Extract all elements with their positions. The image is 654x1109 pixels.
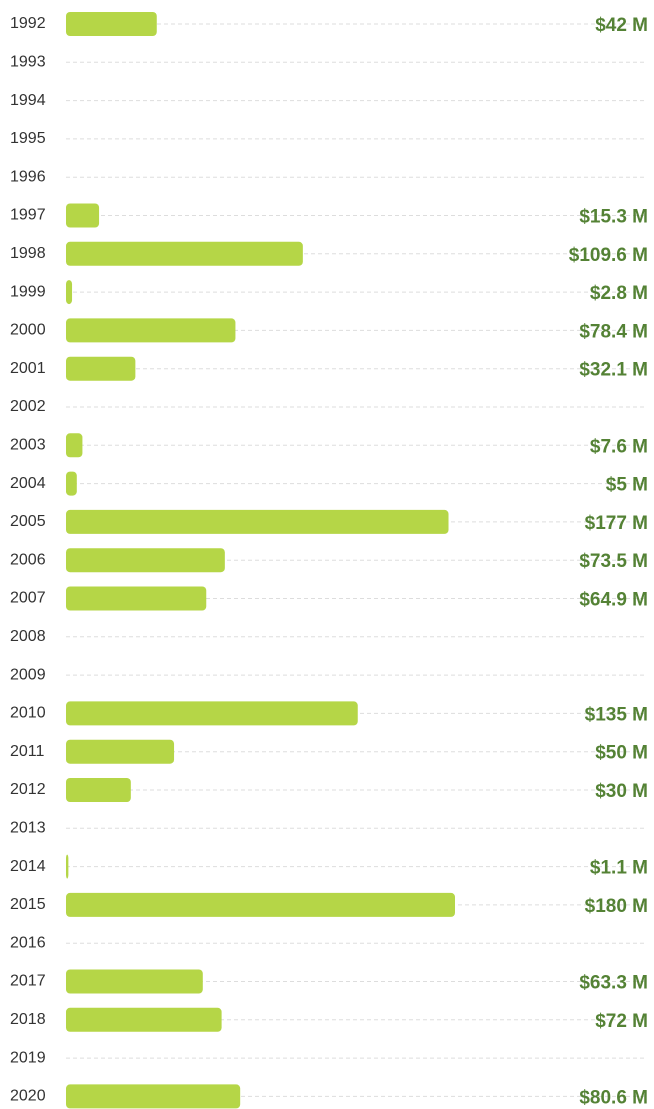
y-tick-label: 2006 [10,551,46,568]
bar [66,471,77,496]
bar [66,739,175,764]
bar [66,241,303,266]
y-tick-label: 2003 [10,437,46,454]
bar [66,701,358,726]
value-label: $32.1 M [579,360,648,381]
y-tick-label: 2002 [10,398,46,415]
bar [66,854,69,879]
bar [66,203,100,228]
y-tick-label: 1992 [10,15,46,32]
bar [66,892,455,917]
bar [66,509,449,534]
y-tick-label: 2019 [10,1049,46,1066]
bar [66,586,207,611]
y-tick-label: 2001 [10,360,46,377]
value-label: $42 M [595,15,648,36]
y-tick-label: 1994 [10,92,46,109]
bar [66,778,131,802]
value-label: $30 M [595,781,648,802]
y-tick-label: 2017 [10,973,46,990]
y-tick-label: 2013 [10,820,46,837]
value-label: $177 M [585,513,648,534]
value-label: $50 M [595,743,648,764]
y-tick-label: 2012 [10,781,46,798]
bar [66,12,157,36]
y-tick-label: 1997 [10,207,46,224]
y-tick-label: 2009 [10,666,46,683]
value-label: $109.6 M [569,245,648,266]
value-label: $63.3 M [579,973,648,994]
y-tick-label: 2018 [10,1011,46,1028]
bar [66,1007,222,1032]
y-tick-label: 1993 [10,54,46,71]
bar [66,280,73,305]
value-label: $80.6 M [579,1087,648,1108]
value-label: $73.5 M [579,551,648,572]
value-label: $15.3 M [579,207,648,228]
y-tick-label: 2016 [10,934,46,951]
y-tick-label: 1996 [10,168,46,185]
y-tick-label: 1999 [10,283,46,300]
y-tick-label: 1995 [10,130,46,147]
y-tick-label: 2008 [10,628,46,645]
value-label: $2.8 M [590,283,648,304]
y-tick-label: 2020 [10,1088,46,1105]
y-tick-label: 2005 [10,513,46,530]
y-tick-label: 2011 [10,743,45,760]
value-label: $180 M [585,896,648,917]
value-label: $72 M [595,1011,648,1032]
y-tick-label: 2015 [10,896,46,913]
bar [66,548,225,573]
y-tick-label: 2010 [10,705,46,722]
value-label: $1.1 M [590,858,648,879]
bar [66,318,236,343]
value-label: $5 M [606,475,648,496]
y-tick-label: 2007 [10,590,46,607]
bar [66,1084,241,1109]
value-label: $135 M [585,704,648,725]
y-tick-label: 2014 [10,858,46,875]
y-tick-label: 2004 [10,475,46,492]
value-label: $78.4 M [579,321,648,342]
y-tick-label: 2000 [10,322,46,339]
bar [66,356,136,381]
y-tick-label: 1998 [10,245,46,262]
value-label: $64.9 M [579,590,648,611]
bar [66,969,203,994]
bar [66,433,83,458]
value-label: $7.6 M [590,436,648,457]
